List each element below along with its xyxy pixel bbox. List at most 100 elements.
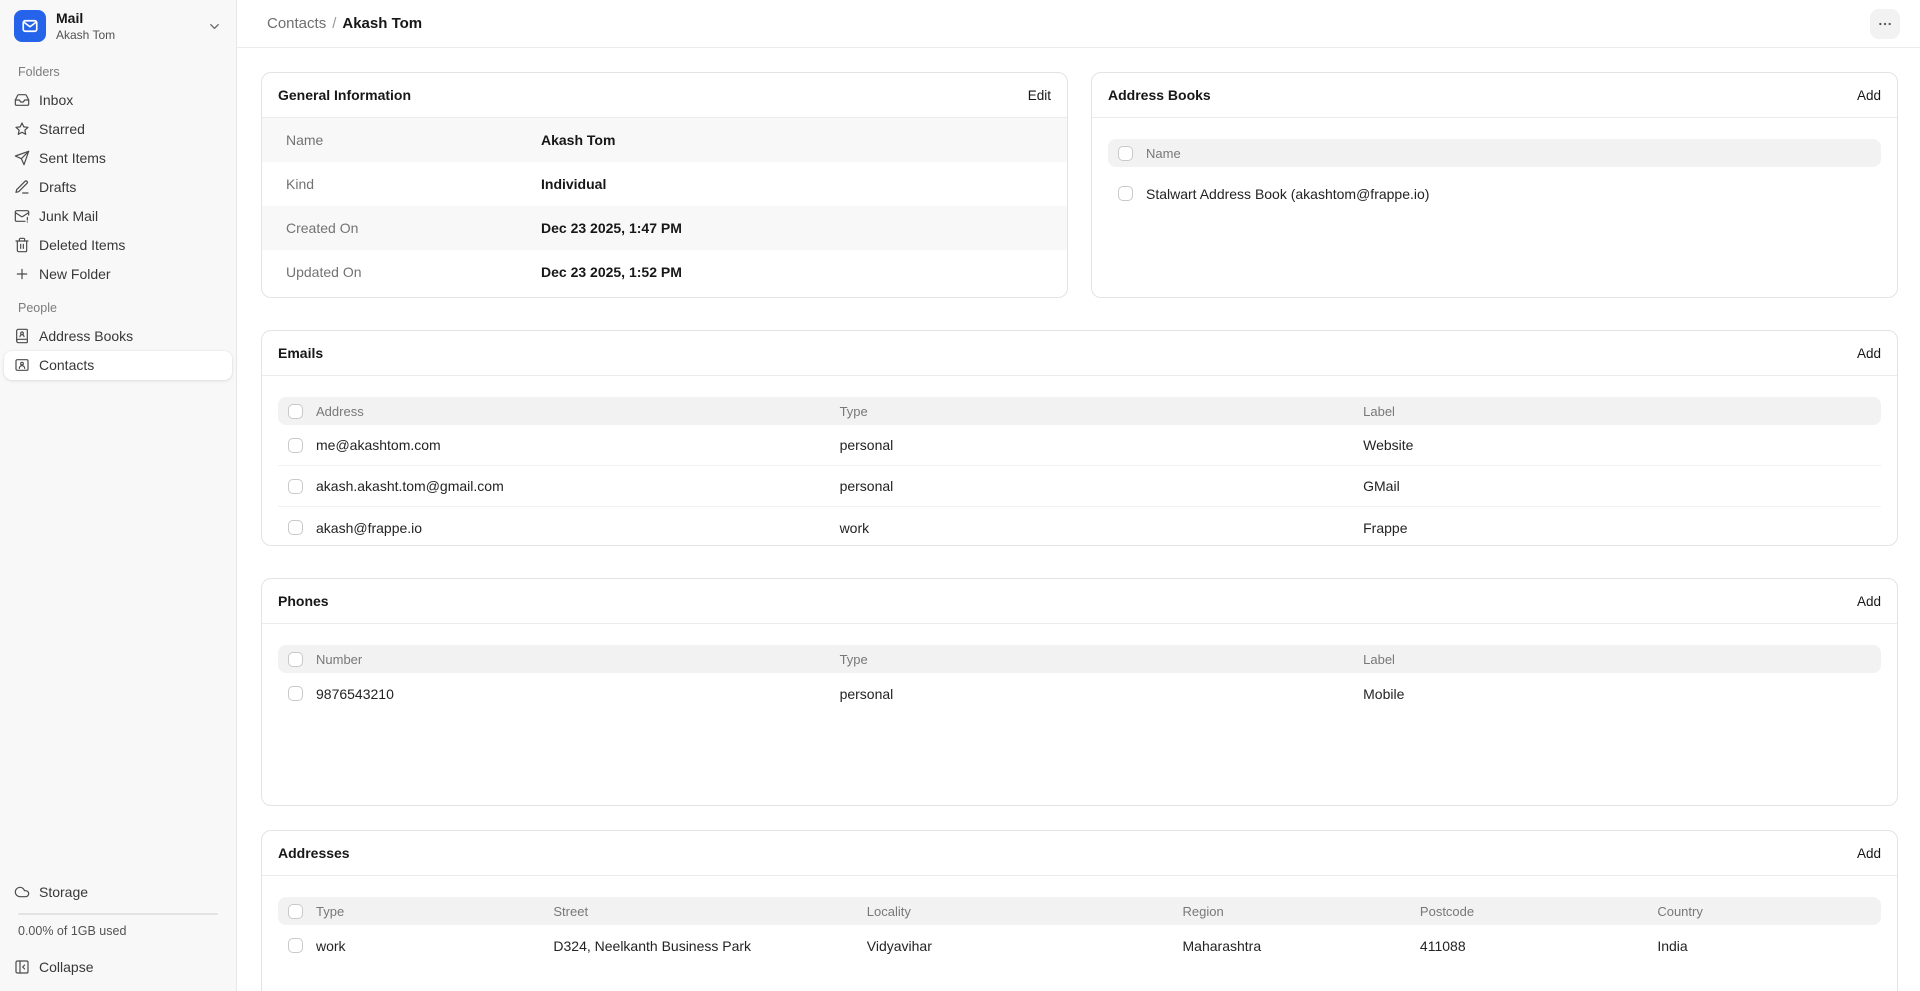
addresses-header: Addresses Add [262,831,1897,876]
collapse-sidebar-button[interactable]: Collapse [4,952,232,981]
pen-icon [14,179,30,195]
card-title: Emails [278,345,324,361]
select-all-checkbox[interactable] [288,903,303,919]
phones-card: Phones Add Number Type Label 9876543210 … [261,578,1898,806]
breadcrumb-current-page: Akash Tom [342,15,423,32]
storage-usage-text: 0.00% of 1GB used [18,924,127,938]
contact-detail-page: General Information Edit Name Akash Tom … [237,48,1920,991]
emails-header: Emails Add [262,331,1897,376]
info-row-created-on: Created On Dec 23 2025, 1:47 PM [262,206,1067,250]
sidebar-item-starred[interactable]: Starred [4,115,232,144]
address-books-header: Address Books Add [1092,73,1897,118]
address-books-card: Address Books Add Name Stalwart Address … [1091,72,1898,298]
add-phone-button[interactable]: Add [1856,593,1881,609]
table-row[interactable]: akash@frappe.io work Frappe [278,507,1881,545]
row-checkbox[interactable] [288,478,303,494]
sidebar-item-drafts[interactable]: Drafts [4,173,232,202]
select-all-checkbox[interactable] [288,651,303,667]
general-information-card: General Information Edit Name Akash Tom … [261,72,1068,298]
storage-section: Storage 0.00% of 1GB used Collapse [0,877,236,981]
field-label: Name [286,132,324,148]
add-address-button[interactable]: Add [1856,845,1881,861]
account-switcher[interactable]: Mail Akash Tom [0,0,236,53]
sidebar: Mail Akash Tom Folders Inbox Starred [0,0,237,991]
field-label: Updated On [286,264,362,280]
column-header: Postcode [1419,903,1475,919]
sidebar-item-junk-mail[interactable]: Junk Mail [4,202,232,231]
phones-header: Phones Add [262,579,1897,624]
addresses-card: Addresses Add Type Street Locality Regio… [261,830,1898,991]
star-icon [14,121,30,137]
emails-table: Address Type Label me@akashtom.com perso… [262,376,1897,545]
field-label: Created On [286,220,359,236]
inbox-icon [14,92,30,108]
chevron-down-icon [207,19,222,34]
email-label: GMail [1363,478,1400,494]
table-header-row: Number Type Label [278,645,1881,673]
table-row[interactable]: Stalwart Address Book (akashtom@frappe.i… [1108,173,1881,214]
email-label: Website [1363,437,1414,453]
sidebar-item-deleted-items[interactable]: Deleted Items [4,231,232,260]
topbar: Contacts / Akash Tom [237,0,1920,48]
sidebar-item-label: Inbox [39,92,74,108]
addresses-table: Type Street Locality Region Postcode Cou… [262,876,1897,966]
sidebar-item-address-books[interactable]: Address Books [4,322,232,351]
breadcrumb-contacts-link[interactable]: Contacts [267,15,327,32]
storage-label: Storage [39,883,89,900]
column-header: Address [316,403,364,419]
column-header: Label [1363,403,1395,419]
phone-type: personal [839,685,894,702]
select-all-checkbox[interactable] [288,403,303,419]
sidebar-item-inbox[interactable]: Inbox [4,86,232,115]
column-header: Street [553,903,589,919]
contact-card-icon [14,357,30,373]
address-book-icon [14,328,30,344]
card-title: Phones [278,593,329,609]
address-locality: Vidyavihar [866,937,932,954]
table-row[interactable]: akash.akasht.tom@gmail.com personal GMai… [278,466,1881,507]
column-header: Country [1657,903,1703,919]
plus-icon [14,266,30,282]
card-title: Addresses [278,845,350,861]
address-region: Maharashtra [1182,937,1262,954]
table-row[interactable]: 9876543210 personal Mobile [278,673,1881,714]
select-all-checkbox[interactable] [1118,145,1133,161]
folders-section-label: Folders [18,64,60,79]
email-address: me@akashtom.com [316,437,441,453]
table-row[interactable]: work D324, Neelkanth Business Park Vidya… [278,925,1881,966]
sidebar-item-label: Junk Mail [39,208,99,224]
add-email-button[interactable]: Add [1856,345,1881,361]
emails-card: Emails Add Address Type Label me@akashto… [261,330,1898,546]
edit-button[interactable]: Edit [1027,87,1051,103]
column-header: Region [1182,903,1224,919]
phones-table: Number Type Label 9876543210 personal Mo… [262,624,1897,714]
sidebar-item-label: Starred [39,121,85,137]
sidebar-item-sent-items[interactable]: Sent Items [4,144,232,173]
column-header: Locality [866,903,911,919]
envelope-icon [22,20,38,33]
row-checkbox[interactable] [1118,186,1133,201]
more-options-button[interactable] [1870,8,1900,39]
sidebar-item-new-folder[interactable]: New Folder [4,260,232,289]
account-name: Akash Tom [56,27,116,42]
sidebar-item-label: Contacts [39,357,95,373]
add-address-book-button[interactable]: Add [1856,87,1881,103]
sidebar-item-contacts[interactable]: Contacts [4,350,232,380]
field-value: Dec 23 2025, 1:47 PM [541,220,682,236]
table-header-row: Name [1108,139,1881,167]
row-checkbox[interactable] [288,686,303,701]
card-title: General Information [278,87,412,103]
row-checkbox[interactable] [288,938,303,953]
row-checkbox[interactable] [288,437,303,453]
table-row[interactable]: me@akashtom.com personal Website [278,425,1881,466]
people-section-label: People [18,300,57,315]
info-row-updated-on: Updated On Dec 23 2025, 1:52 PM [262,250,1067,294]
storage-item[interactable]: Storage [4,877,232,906]
field-label: Kind [286,176,315,192]
column-header: Type [316,903,345,919]
sidebar-item-label: Address Books [39,328,134,344]
row-checkbox[interactable] [288,520,303,535]
general-information-header: General Information Edit [262,73,1067,118]
table-header-row: Type Street Locality Region Postcode Cou… [278,897,1881,925]
